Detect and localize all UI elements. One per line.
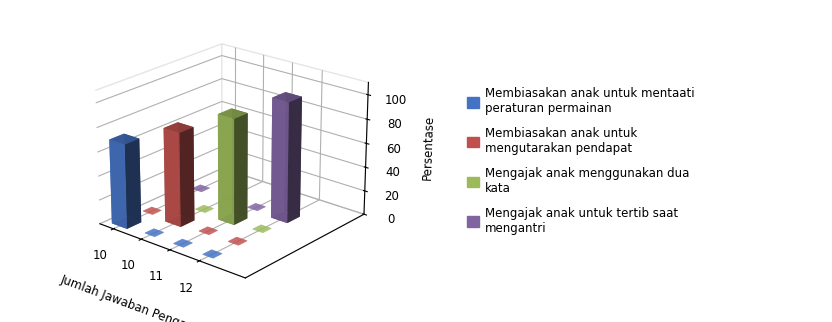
- X-axis label: Jumlah Jawaban Pengasuh: Jumlah Jawaban Pengasuh: [58, 273, 208, 322]
- Legend: Membiasakan anak untuk mentaati
peraturan permainan, Membiasakan anak untuk
meng: Membiasakan anak untuk mentaati peratura…: [463, 84, 698, 238]
